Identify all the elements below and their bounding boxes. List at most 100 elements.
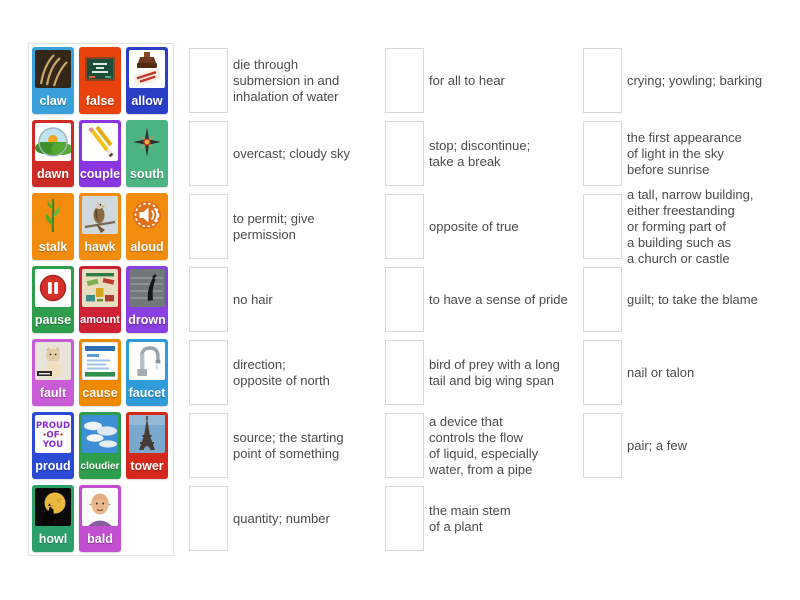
word-card-label: bald	[87, 532, 113, 546]
true-false-chalkboard	[82, 50, 118, 88]
answer-slot[interactable]	[583, 48, 622, 113]
word-card-proud[interactable]: PROUD OF YOU proud	[32, 412, 74, 479]
definition-text: crying; yowling; barking	[627, 72, 763, 88]
word-card-fault[interactable]: fault	[32, 339, 74, 406]
answer-slot[interactable]	[385, 194, 424, 259]
word-card-bald[interactable]: bald	[79, 485, 121, 552]
definition-row: a tall, narrow building, either freestan…	[583, 187, 795, 266]
word-card-label: cause	[82, 386, 118, 400]
answer-slot[interactable]	[189, 340, 228, 405]
definition-text: the first appearance of light in the sky…	[627, 129, 742, 177]
answer-slot[interactable]	[583, 121, 622, 186]
answer-slot[interactable]	[385, 340, 424, 405]
word-card-label: false	[85, 94, 115, 108]
claw-photo	[35, 50, 71, 88]
word-card-cause[interactable]: cause	[79, 339, 121, 406]
permission-stamp	[129, 50, 165, 88]
answer-slot[interactable]	[189, 413, 228, 478]
word-card-label: stalk	[38, 240, 68, 254]
bald-man-cartoon	[82, 488, 118, 526]
answer-slot[interactable]	[583, 413, 622, 478]
answer-slot[interactable]	[583, 340, 622, 405]
answer-slot[interactable]	[385, 48, 424, 113]
definition-row: crying; yowling; barking	[583, 48, 795, 113]
eiffel-tower-photo	[129, 415, 165, 453]
word-card-drown[interactable]: drown	[126, 266, 168, 333]
word-card-hawk[interactable]: hawk	[79, 193, 121, 260]
definition-row: bird of prey with a long tail and big wi…	[385, 340, 582, 405]
word-card-label: aloud	[130, 240, 164, 254]
answer-slot[interactable]	[189, 121, 228, 186]
definition-text: the main stem of a plant	[429, 502, 511, 534]
word-card-label: claw	[39, 94, 67, 108]
drowning-photo	[129, 269, 165, 307]
answer-slot[interactable]	[189, 486, 228, 551]
word-cards-grid: claw false allow dawn couple south stalk hawk al…	[29, 44, 173, 555]
answer-slot[interactable]	[189, 194, 228, 259]
word-card-tower[interactable]: tower	[126, 412, 168, 479]
definition-row: direction; opposite of north	[189, 340, 384, 405]
definition-row: no hair	[189, 267, 384, 332]
answer-slot[interactable]	[385, 267, 424, 332]
definition-text: a device that controls the flow of liqui…	[429, 413, 539, 477]
answer-slot[interactable]	[385, 121, 424, 186]
wolf-moon-photo	[35, 488, 71, 526]
faucet-photo	[129, 342, 165, 380]
answer-slot[interactable]	[189, 267, 228, 332]
word-card-howl[interactable]: howl	[32, 485, 74, 552]
definition-row: the main stem of a plant	[385, 486, 582, 551]
definition-row: opposite of true	[385, 194, 582, 259]
definition-text: quantity; number	[233, 510, 330, 526]
plant-stalk	[35, 196, 71, 234]
pencils-photo	[82, 123, 118, 161]
word-card-label: faucet	[128, 386, 166, 400]
definition-row: die through submersion in and inhalation…	[189, 48, 384, 113]
answer-slot[interactable]	[385, 413, 424, 478]
definition-row: to have a sense of pride	[385, 267, 582, 332]
definition-row: the first appearance of light in the sky…	[583, 121, 795, 186]
word-card-pause[interactable]: pause	[32, 266, 74, 333]
proud-of-you-card: PROUD OF YOU	[35, 415, 71, 453]
answer-slot[interactable]	[189, 48, 228, 113]
definition-text: bird of prey with a long tail and big wi…	[429, 356, 560, 388]
word-card-couple[interactable]: couple	[79, 120, 121, 187]
definition-row: a device that controls the flow of liqui…	[385, 413, 582, 478]
word-card-stalk[interactable]: stalk	[32, 193, 74, 260]
definition-text: no hair	[233, 291, 273, 307]
definition-text: die through submersion in and inhalation…	[233, 56, 340, 104]
cloudy-sky-photo	[82, 415, 118, 453]
word-card-dawn[interactable]: dawn	[32, 120, 74, 187]
definition-row: guilt; to take the blame	[583, 267, 795, 332]
definition-text: opposite of true	[429, 218, 519, 234]
word-card-label: proud	[35, 459, 71, 473]
word-card-label: amount	[80, 314, 120, 326]
svg-text:PROUD: PROUD	[36, 421, 70, 431]
definition-row: pair; a few	[583, 413, 795, 478]
word-card-cloudier[interactable]: cloudier	[79, 412, 121, 479]
word-card-claw[interactable]: claw	[32, 47, 74, 114]
money-infographic	[82, 269, 118, 307]
definitions-column-3: crying; yowling; barking the first appear…	[583, 48, 795, 486]
sunrise-photo	[35, 123, 71, 161]
definition-text: direction; opposite of north	[233, 356, 330, 388]
definitions-column-2: for all to hear stop; discontinue; take a…	[385, 48, 582, 559]
answer-slot[interactable]	[583, 267, 622, 332]
word-card-south[interactable]: south	[126, 120, 168, 187]
word-card-aloud[interactable]: aloud	[126, 193, 168, 260]
word-card-label: pause	[34, 313, 72, 327]
word-card-allow[interactable]: allow	[126, 47, 168, 114]
word-card-false[interactable]: false	[79, 47, 121, 114]
word-card-label: couple	[79, 167, 121, 181]
word-card-label: drown	[128, 313, 166, 327]
definition-row: stop; discontinue; take a break	[385, 121, 582, 186]
word-card-amount[interactable]: amount	[79, 266, 121, 333]
word-card-faucet[interactable]: faucet	[126, 339, 168, 406]
answer-slot[interactable]	[385, 486, 424, 551]
definition-text: overcast; cloudy sky	[233, 145, 351, 161]
word-cards-panel: claw false allow dawn couple south stalk hawk al…	[28, 43, 174, 556]
definition-row: to permit; give permission	[189, 194, 384, 259]
answer-slot[interactable]	[583, 194, 622, 259]
definition-text: guilt; to take the blame	[627, 291, 758, 307]
word-card-label: tower	[130, 459, 164, 473]
